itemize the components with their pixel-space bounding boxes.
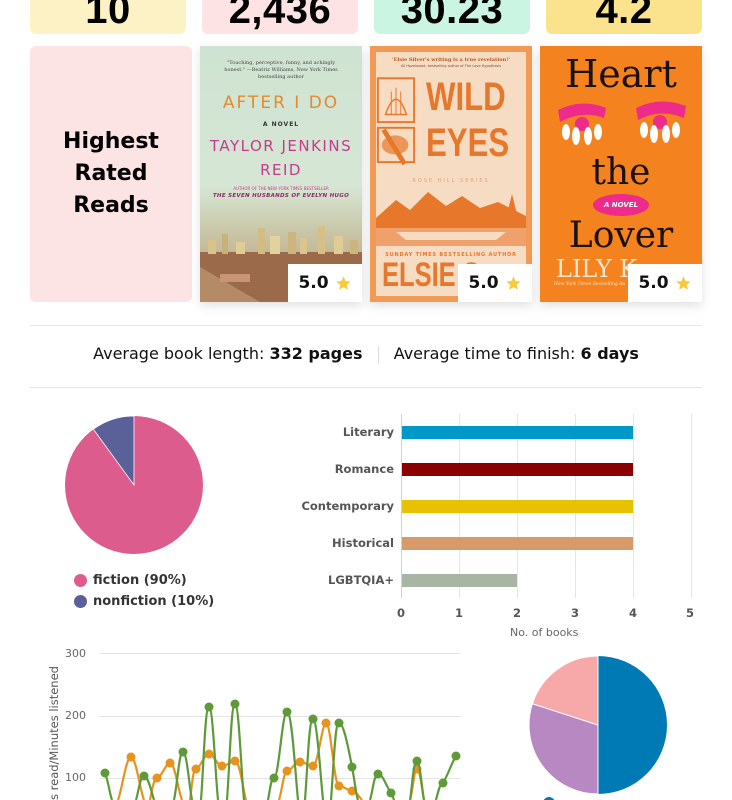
- cover-author: TAYLOR JENKINS REID: [209, 137, 353, 179]
- stat-value: 30.23: [400, 0, 504, 32]
- cover-tagline: SUNDAY TIMES BESTSELLING AUTHOR: [385, 252, 517, 258]
- stat-card-average: 30.23: [374, 0, 530, 34]
- averages-line: Average book length: 332 pages Average t…: [0, 344, 732, 364]
- bar-label: Literary: [342, 425, 394, 439]
- bar-romance: [402, 463, 633, 476]
- star-icon: [675, 275, 691, 290]
- book-card-after-i-do[interactable]: "Touching, perceptive, funny, and aching…: [200, 46, 362, 302]
- crying-eyes-illustration: [558, 101, 686, 145]
- book-cover: 'Elsie Silver's writing is a true revela…: [370, 46, 532, 302]
- bar-contemporary: [402, 500, 633, 513]
- highest-rated-title: Highest Rated Reads: [63, 129, 159, 218]
- cover-subtitle: A NOVEL: [262, 121, 300, 128]
- bar-lgbtqia: [402, 574, 517, 587]
- x-axis-title: No. of books: [510, 626, 579, 639]
- cover-tagline: New York Times Bestselling Au: [554, 282, 626, 287]
- rating-value: 5.0: [638, 273, 669, 293]
- book-card-wild-eyes[interactable]: 'Elsie Silver's writing is a true revela…: [370, 46, 532, 302]
- pie-slice-fiction: [65, 416, 203, 554]
- y-axis-title: s read/Minutes listened: [47, 666, 61, 800]
- star-icon: [505, 275, 521, 290]
- stat-card-rating: 4.2: [546, 0, 702, 34]
- avg-length-value: 332 pages: [269, 344, 363, 363]
- series-minutes-line: [116, 721, 426, 800]
- cover-tagline2: THE SEVEN HUSBANDS OF EVELYN HUGO: [212, 193, 350, 199]
- star-icon: [335, 275, 351, 290]
- x-tick: 1: [455, 606, 464, 620]
- cover-subtitle: A NOVEL: [603, 201, 639, 209]
- rating-badge: 5.0: [288, 264, 362, 302]
- birdcage-illustration: [376, 77, 416, 166]
- bar-label: Historical: [332, 536, 394, 550]
- stat-value: 2,436: [228, 0, 332, 32]
- book-card-heart-the-lover[interactable]: Heart the A NOVEL Lover LILY K New York …: [540, 46, 702, 302]
- legend-label: fiction (90%): [93, 573, 187, 588]
- x-tick: 3: [571, 606, 580, 620]
- bar-label: Romance: [334, 462, 394, 476]
- cover-title-line2: the: [591, 152, 651, 193]
- mountain-lake-illustration: [376, 192, 526, 246]
- avg-time-value: 6 days: [580, 344, 639, 363]
- legend-item-nonfiction[interactable]: nonfiction (10%): [74, 591, 214, 612]
- stats-row: 10 2,436 30.23 4.2: [30, 0, 702, 34]
- highest-rated-title-card: Highest Rated Reads: [30, 46, 192, 302]
- rating-badge: 5.0: [628, 264, 702, 302]
- series-pages-points: [100, 699, 461, 798]
- cover-title-line1: Heart: [565, 52, 677, 96]
- series-pages-line: [103, 702, 457, 800]
- stat-card-books: 10: [30, 0, 186, 34]
- cover-series: ROSE HILL SERIES: [412, 178, 490, 184]
- pie-slice-purple: [528, 703, 599, 795]
- separator: [377, 345, 379, 364]
- x-tick: 0: [397, 606, 406, 620]
- lips-badge: A NOVEL: [593, 194, 649, 216]
- stat-value: 10: [85, 0, 131, 32]
- bar-literary: [402, 426, 633, 439]
- avg-length-label: Average book length:: [93, 344, 265, 363]
- series-minutes-points: [126, 718, 422, 796]
- bar-historical: [402, 537, 633, 550]
- legend-label: nonfiction (10%): [93, 594, 215, 609]
- divider: [30, 325, 702, 326]
- x-tick: 2: [513, 606, 522, 620]
- y-tick: 300: [65, 647, 86, 660]
- cover-title: AFTER I DO: [222, 93, 340, 113]
- cover-title-line3: Lover: [568, 215, 674, 256]
- y-tick: 100: [65, 771, 86, 784]
- stat-card-pages: 2,436: [202, 0, 358, 34]
- cover-title-block: WILD EYES: [376, 74, 526, 174]
- legend-item-fiction[interactable]: fiction (90%): [74, 570, 214, 591]
- divider: [30, 387, 702, 388]
- book-cover: Heart the A NOVEL Lover LILY K New York …: [540, 46, 702, 302]
- bar-label: Contemporary: [301, 499, 394, 513]
- cover-author: LILY K: [556, 255, 638, 283]
- legend-dot: [74, 574, 87, 587]
- pie-slice-pink: [531, 655, 599, 726]
- x-tick: 4: [629, 606, 638, 620]
- avg-time-label: Average time to finish:: [393, 344, 576, 363]
- cover-quote-2: Ali Hazelwood, bestselling author of The…: [400, 64, 502, 68]
- bar-label: LGBTQIA+: [328, 573, 394, 587]
- cover-quote: "Touching, perceptive, funny, and aching…: [224, 60, 338, 80]
- highest-rated-section: Highest Rated Reads "Touching, perceptiv…: [30, 46, 702, 302]
- cover-quote: 'Elsie Silver's writing is a true revela…: [392, 57, 510, 63]
- pie-slice-nonfiction: [92, 415, 135, 487]
- rating-badge: 5.0: [458, 264, 532, 302]
- rating-value: 5.0: [298, 273, 329, 293]
- rating-value: 5.0: [468, 273, 499, 293]
- cover-tagline: AUTHOR OF THE NEW YORK TIMES BESTSELLER: [233, 186, 329, 191]
- legend-dot: [74, 595, 87, 608]
- fiction-legend: fiction (90%) nonfiction (10%): [74, 570, 214, 612]
- x-tick: 5: [686, 606, 695, 620]
- stat-value: 4.2: [595, 0, 653, 32]
- pie-slice-blue: [598, 656, 667, 794]
- y-tick: 200: [65, 709, 86, 722]
- cover-title: WILD EYES: [426, 75, 510, 165]
